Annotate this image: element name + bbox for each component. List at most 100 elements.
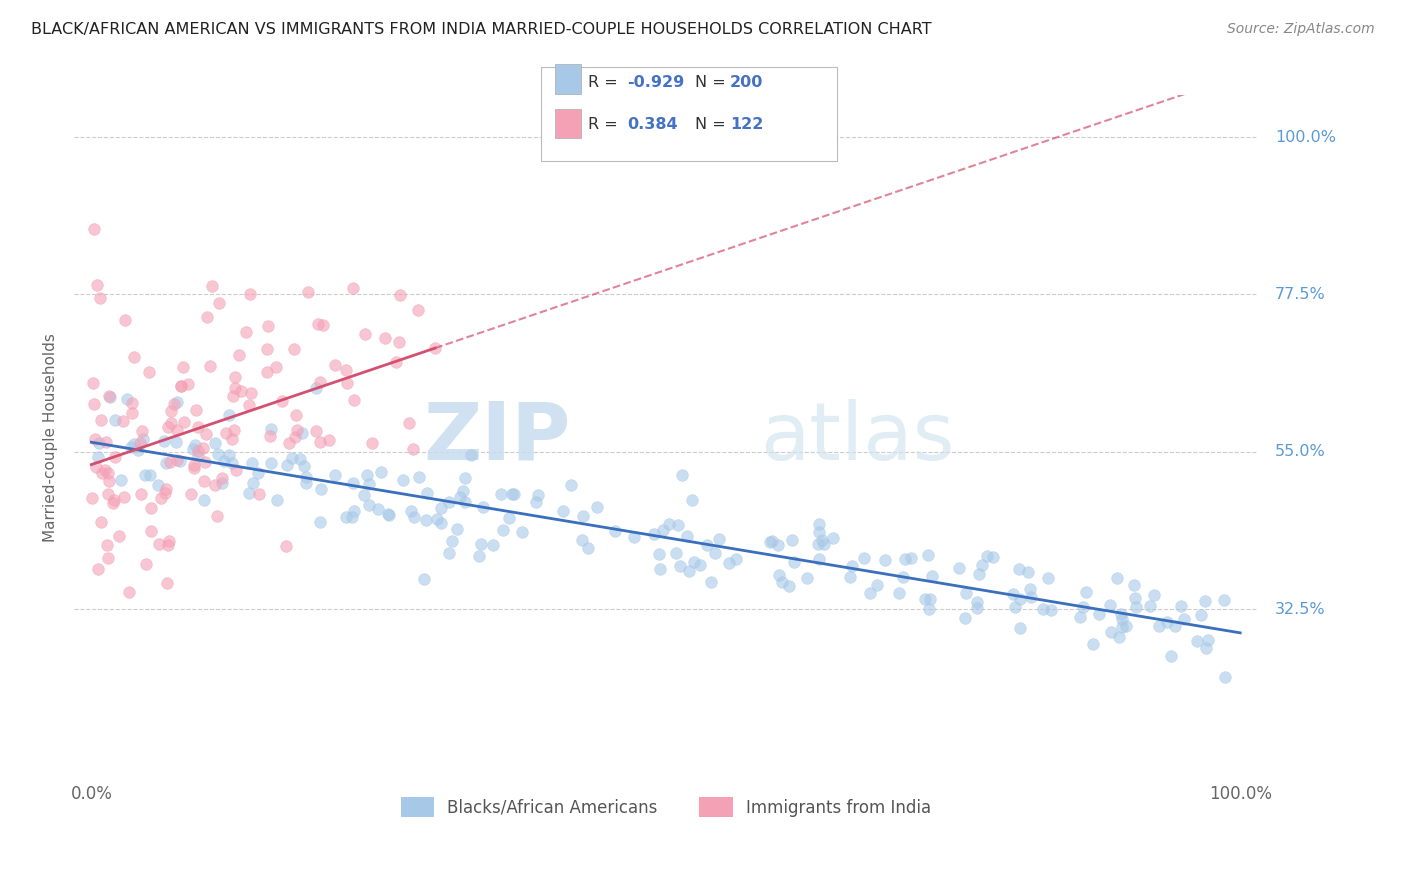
Point (446, 522, 468, 536)
Point (1123, 578, 1146, 592)
Point (1108, 630, 1130, 644)
Point (155, 576, 177, 591)
Point (256, 365, 278, 379)
Point (87, 562, 110, 576)
Point (276, 458, 298, 472)
Point (1212, 592, 1234, 607)
Point (423, 341, 446, 355)
Point (681, 493, 703, 508)
Point (914, 592, 936, 607)
Point (287, 423, 309, 437)
Point (970, 558, 993, 573)
Point (966, 595, 988, 609)
Point (155, 482, 177, 496)
Point (132, 433, 155, 447)
Point (658, 517, 681, 532)
Text: N =: N = (695, 118, 731, 132)
Point (224, 369, 246, 384)
Point (153, 485, 176, 500)
Point (576, 541, 599, 555)
Point (183, 458, 205, 473)
Point (783, 555, 806, 569)
Point (1194, 594, 1216, 608)
Point (759, 534, 782, 549)
Point (917, 549, 939, 563)
Text: R =: R = (588, 76, 623, 90)
Point (308, 515, 330, 529)
Point (205, 508, 228, 523)
Point (228, 348, 250, 362)
Point (470, 537, 492, 551)
Point (813, 537, 835, 551)
Point (454, 471, 477, 485)
Point (284, 409, 307, 423)
Point (93, 463, 115, 477)
Point (204, 478, 226, 492)
Point (166, 395, 188, 409)
Text: 200: 200 (730, 76, 763, 90)
Point (353, 326, 375, 341)
Point (309, 482, 332, 496)
Point (211, 471, 233, 485)
Point (404, 509, 426, 524)
Point (117, 392, 139, 406)
Point (1139, 599, 1161, 614)
Point (259, 428, 281, 442)
Point (1109, 607, 1132, 621)
Point (82, 491, 104, 505)
Point (1010, 592, 1032, 607)
Point (1004, 600, 1026, 615)
Point (104, 450, 127, 464)
Point (1160, 648, 1182, 663)
Point (122, 437, 145, 451)
Point (498, 511, 520, 525)
Point (180, 487, 202, 501)
Point (139, 467, 162, 482)
Point (967, 566, 990, 581)
Point (1032, 602, 1054, 616)
Point (141, 524, 163, 539)
Point (808, 525, 831, 540)
Point (198, 359, 221, 373)
Point (389, 288, 412, 302)
Point (571, 533, 593, 547)
Point (343, 503, 366, 517)
Text: -0.929: -0.929 (627, 76, 685, 90)
Point (807, 537, 830, 551)
Point (1099, 624, 1122, 639)
Point (194, 455, 217, 469)
Point (489, 486, 512, 500)
Point (104, 413, 127, 427)
Point (221, 456, 243, 470)
Point (184, 438, 207, 452)
Point (146, 478, 169, 492)
Y-axis label: Married-couple Households: Married-couple Households (44, 334, 58, 542)
Point (1111, 612, 1133, 626)
Point (336, 376, 359, 391)
Point (388, 335, 411, 350)
Point (1173, 611, 1195, 625)
Point (966, 600, 988, 615)
Point (377, 508, 399, 523)
Point (439, 495, 461, 509)
Point (859, 585, 882, 599)
Point (114, 312, 136, 326)
Text: 0.384: 0.384 (627, 118, 678, 132)
Point (527, 488, 550, 502)
Point (150, 491, 173, 506)
Point (312, 318, 335, 332)
Point (91, 466, 114, 480)
Point (1088, 607, 1111, 621)
Point (83, 397, 105, 411)
Point (86, 277, 108, 292)
Point (173, 415, 195, 429)
Point (101, 496, 124, 510)
Point (94, 435, 117, 450)
Point (271, 393, 294, 408)
Point (796, 571, 818, 585)
Point (193, 474, 215, 488)
Point (1123, 591, 1146, 605)
Point (127, 443, 149, 458)
Point (224, 381, 246, 395)
Point (392, 473, 415, 487)
